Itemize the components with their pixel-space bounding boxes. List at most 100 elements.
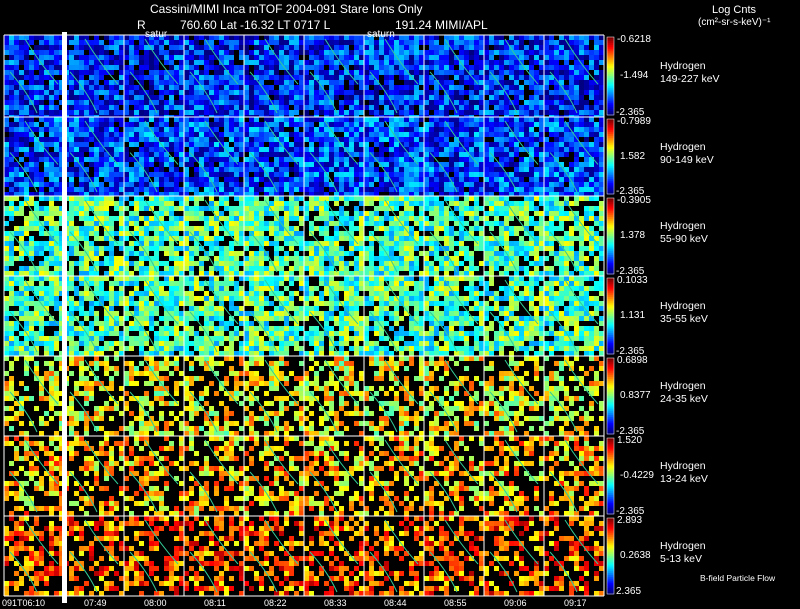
colorbar xyxy=(606,277,615,355)
time-tick-label: 08:44 xyxy=(384,598,407,608)
species-energy-label: Hydrogen 55-90 keV xyxy=(660,220,708,246)
colorbar-max-label: -0.3905 xyxy=(617,195,651,206)
spectrogram-panel xyxy=(64,196,124,276)
spectrogram-panel xyxy=(244,196,304,276)
coord-prefix: R xyxy=(137,18,146,32)
species-name: Hydrogen xyxy=(660,540,706,552)
colorbar-mid-label: -1.494 xyxy=(620,70,649,81)
spectrogram-panel xyxy=(124,117,184,196)
spectrogram-panel xyxy=(304,276,364,356)
colorbar xyxy=(606,118,615,195)
spectrogram-panel xyxy=(244,276,304,356)
energy-range: 90-149 keV xyxy=(660,153,714,166)
coord-suffix: 191.24 MIMI/APL xyxy=(395,18,488,32)
colorbar-min-label: -2.365 xyxy=(616,266,645,277)
spectrogram-panel xyxy=(544,117,604,196)
colorbar-max-label: -0.6218 xyxy=(617,34,651,45)
spectrogram-panel xyxy=(364,356,424,436)
spectrogram-panel xyxy=(64,35,124,117)
saturn-label-left: satur xyxy=(145,29,168,40)
spectrogram-panel xyxy=(64,356,124,436)
spectrogram-panel xyxy=(484,356,544,436)
time-tick-label: 07:49 xyxy=(84,598,107,608)
spectrogram-panel xyxy=(64,117,124,196)
colorbar-min-label: 2.365 xyxy=(616,586,642,597)
spectrogram-panel xyxy=(484,436,544,516)
species-energy-label: Hydrogen 5-13 keV xyxy=(660,540,706,566)
saturn-label-right: saturn xyxy=(367,29,395,40)
spectrogram-panel xyxy=(64,276,124,356)
spectrogram-panel xyxy=(484,516,544,596)
energy-range: 55-90 keV xyxy=(660,233,708,245)
units-formula: (cm²-sr-s-keV)⁻¹ xyxy=(698,17,771,28)
colorbar-mid-label: 1.378 xyxy=(620,230,646,241)
spectrogram-panel xyxy=(424,276,484,356)
colorbar-max-label: 0.6898 xyxy=(617,355,648,366)
species-energy-label: Hydrogen 149-227 keV xyxy=(660,60,720,86)
time-tick-label: 08:22 xyxy=(264,598,287,608)
spectrogram-panel xyxy=(124,356,184,436)
spectrogram-panel xyxy=(304,196,364,276)
spectrogram-panel xyxy=(544,436,604,516)
colorbar-mid-label: 1.131 xyxy=(620,310,646,321)
spectrogram-panel xyxy=(184,276,244,356)
species-energy-label: Hydrogen 24-35 keV xyxy=(660,380,708,406)
time-tick-label: 08:55 xyxy=(444,598,467,608)
spectrogram-panel xyxy=(304,35,364,117)
bfield-note: B-field Particle Flow xyxy=(700,573,776,583)
species-name: Hydrogen xyxy=(660,460,706,472)
spectrogram-panel xyxy=(124,196,184,276)
colorbar-min-label: -2.365 xyxy=(616,186,645,197)
colorbar-max-label: 0.1033 xyxy=(617,275,648,286)
spectrogram-panel xyxy=(124,276,184,356)
spectrogram-panel xyxy=(64,516,124,596)
species-name: Hydrogen xyxy=(660,60,706,72)
spectrogram-panel xyxy=(4,117,64,196)
spectrogram-panel xyxy=(424,436,484,516)
units-label: Log Cnts xyxy=(712,4,757,16)
spectrogram-panel xyxy=(304,436,364,516)
species-energy-label: Hydrogen 90-149 keV xyxy=(660,141,714,167)
spectrogram-panel xyxy=(124,436,184,516)
energy-range: 13-24 keV xyxy=(660,473,708,485)
spectrogram-panel xyxy=(424,35,484,117)
spectrogram-panel xyxy=(544,196,604,276)
colorbar-min-label: -2.365 xyxy=(616,107,645,118)
spectrogram-panel xyxy=(244,436,304,516)
spectrogram-panel xyxy=(184,196,244,276)
colorbar xyxy=(606,517,615,595)
spectrogram-panel xyxy=(304,356,364,436)
time-marker-bar xyxy=(62,32,67,603)
spectrogram-panel xyxy=(364,196,424,276)
time-tick-label: 08:11 xyxy=(204,598,226,608)
spectrogram-panel xyxy=(364,35,424,117)
spectrogram-panel xyxy=(544,356,604,436)
spectrogram-panel xyxy=(304,516,364,596)
spectrogram-panel xyxy=(244,356,304,436)
colorbar-min-label: -2.365 xyxy=(616,426,645,437)
energy-range: 149-227 keV xyxy=(660,73,720,85)
species-name: Hydrogen xyxy=(660,220,706,232)
colorbar-mid-label: 1.582 xyxy=(620,150,646,162)
spectrogram-panel xyxy=(424,516,484,596)
energy-range: 5-13 keV xyxy=(660,553,703,565)
spectrogram-panel xyxy=(364,276,424,356)
spectrogram-panel xyxy=(484,276,544,356)
colorbar-mid-label: 0.8377 xyxy=(620,390,651,401)
spectrogram-panel xyxy=(544,35,604,117)
time-tick-label: 08:33 xyxy=(324,598,347,608)
species-name: Hydrogen xyxy=(660,140,706,153)
colorbar-max-label: 1.520 xyxy=(617,435,643,446)
spectrogram-panel xyxy=(364,436,424,516)
spectrogram-panel xyxy=(184,35,244,117)
spectrogram-panel xyxy=(4,276,64,356)
spectrogram-panel xyxy=(4,196,64,276)
colorbar xyxy=(606,197,615,275)
plot-title: Cassini/MIMI Inca mTOF 2004-091 Stare Io… xyxy=(150,2,423,16)
spectrogram-panel xyxy=(484,117,544,196)
spectrogram-panel xyxy=(4,356,64,436)
spectrogram-panel xyxy=(304,117,364,196)
colorbar xyxy=(606,437,615,515)
coord-line: 760.60 Lat -16.32 LT 0717 L xyxy=(180,18,331,32)
